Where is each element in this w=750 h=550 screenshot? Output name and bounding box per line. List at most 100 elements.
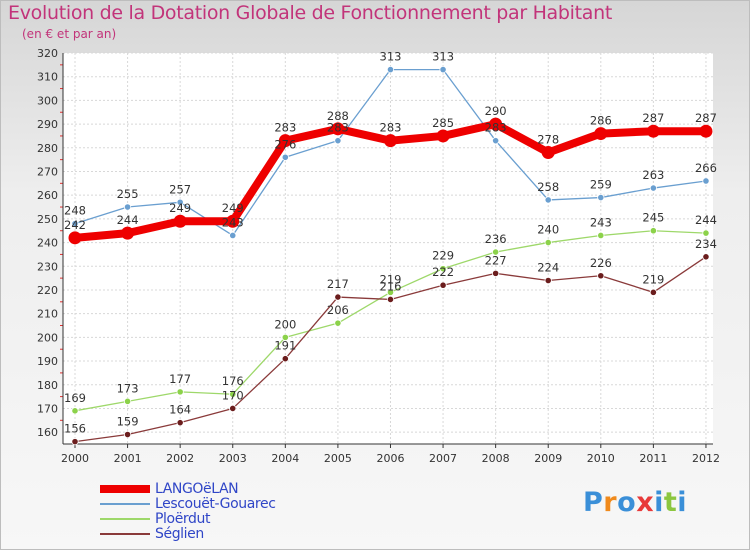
data-label: 244 bbox=[695, 213, 717, 227]
x-tick-label: 2005 bbox=[324, 452, 352, 465]
data-label: 177 bbox=[169, 372, 191, 386]
data-point bbox=[229, 390, 237, 398]
y-tick-label: 210 bbox=[37, 308, 58, 321]
data-point bbox=[121, 226, 135, 240]
data-point bbox=[439, 65, 447, 74]
data-point bbox=[334, 293, 342, 301]
data-point bbox=[597, 272, 605, 280]
data-point bbox=[383, 134, 397, 148]
data-label: 234 bbox=[695, 237, 717, 251]
data-label: 249 bbox=[169, 201, 191, 215]
legend-swatch bbox=[100, 533, 150, 535]
y-tick-label: 180 bbox=[37, 379, 58, 392]
data-point bbox=[386, 288, 395, 296]
data-label: 159 bbox=[117, 415, 139, 429]
data-point bbox=[597, 231, 605, 240]
data-point bbox=[702, 177, 710, 185]
chart-subtitle: (en € et par an) bbox=[22, 27, 117, 41]
data-point bbox=[702, 253, 710, 261]
x-tick-label: 2001 bbox=[114, 452, 142, 465]
data-point bbox=[123, 430, 132, 439]
data-label: 287 bbox=[642, 111, 664, 125]
data-point bbox=[176, 198, 184, 206]
data-label: 164 bbox=[169, 403, 191, 417]
legend-label: Lescouët-Gouarec bbox=[155, 496, 276, 512]
data-label: 200 bbox=[274, 317, 296, 331]
data-point bbox=[68, 231, 82, 245]
data-label: 259 bbox=[590, 178, 612, 192]
data-point bbox=[646, 124, 660, 138]
y-tick-label: 170 bbox=[37, 402, 58, 415]
data-label: 283 bbox=[380, 121, 402, 135]
y-tick-label: 260 bbox=[37, 189, 58, 202]
data-point bbox=[123, 397, 132, 405]
data-label: 313 bbox=[432, 50, 454, 64]
y-tick-label: 230 bbox=[37, 260, 58, 273]
y-tick-label: 290 bbox=[37, 118, 58, 131]
data-point bbox=[123, 203, 132, 211]
data-label: 266 bbox=[695, 161, 717, 175]
x-tick-label: 2004 bbox=[271, 452, 299, 465]
data-label: 249 bbox=[222, 201, 244, 215]
data-label: 229 bbox=[432, 249, 454, 263]
data-point bbox=[649, 184, 657, 192]
data-label: 224 bbox=[537, 260, 559, 274]
data-point bbox=[281, 153, 289, 161]
data-label: 244 bbox=[117, 213, 139, 227]
y-tick-label: 270 bbox=[37, 165, 58, 178]
data-point bbox=[281, 355, 289, 363]
data-label: 206 bbox=[327, 303, 349, 317]
y-tick-label: 190 bbox=[37, 355, 58, 368]
data-point bbox=[386, 65, 395, 74]
proxiti-logo: Proxiti bbox=[583, 487, 688, 518]
data-point bbox=[492, 137, 500, 145]
data-label: 276 bbox=[274, 137, 296, 151]
data-point bbox=[439, 281, 447, 289]
data-point bbox=[226, 214, 240, 228]
y-tick-label: 250 bbox=[37, 213, 58, 226]
chart-title: Evolution de la Dotation Globale de Fonc… bbox=[8, 2, 613, 24]
data-point bbox=[702, 229, 710, 237]
data-label: 283 bbox=[485, 121, 507, 135]
data-point bbox=[71, 438, 79, 446]
data-label: 278 bbox=[537, 133, 559, 147]
legend-swatch bbox=[100, 518, 150, 520]
data-label: 313 bbox=[380, 50, 402, 64]
data-point bbox=[649, 227, 657, 235]
data-label: 288 bbox=[327, 109, 349, 123]
x-tick-label: 2008 bbox=[482, 452, 510, 465]
data-label: 222 bbox=[432, 265, 454, 279]
data-label: 219 bbox=[380, 272, 402, 286]
data-point bbox=[71, 220, 79, 228]
data-point bbox=[492, 269, 500, 277]
y-tick-label: 310 bbox=[37, 71, 58, 84]
data-point bbox=[597, 193, 605, 202]
data-label: 176 bbox=[222, 374, 244, 388]
x-tick-label: 2002 bbox=[166, 452, 194, 465]
x-tick-label: 2007 bbox=[429, 452, 457, 465]
data-point bbox=[544, 276, 552, 285]
data-point bbox=[594, 127, 608, 141]
data-point bbox=[544, 196, 552, 204]
data-label: 285 bbox=[432, 116, 454, 130]
legend-label: Séglien bbox=[155, 526, 204, 542]
data-label: 170 bbox=[222, 388, 244, 402]
data-label: 287 bbox=[695, 111, 717, 125]
y-tick-label: 300 bbox=[37, 94, 58, 107]
y-tick-label: 220 bbox=[37, 284, 58, 297]
data-point bbox=[541, 146, 555, 160]
data-label: 248 bbox=[64, 204, 86, 218]
legend-swatch bbox=[100, 503, 150, 505]
x-tick-label: 2010 bbox=[587, 452, 615, 465]
y-tick-label: 200 bbox=[37, 331, 58, 344]
data-label: 219 bbox=[642, 272, 664, 286]
data-point bbox=[649, 288, 657, 296]
data-label: 242 bbox=[64, 218, 86, 232]
data-point bbox=[281, 333, 289, 341]
data-label: 216 bbox=[380, 279, 402, 293]
data-label: 217 bbox=[327, 277, 349, 291]
data-point bbox=[71, 407, 79, 415]
legend-swatch bbox=[100, 485, 150, 493]
data-point bbox=[278, 134, 292, 148]
